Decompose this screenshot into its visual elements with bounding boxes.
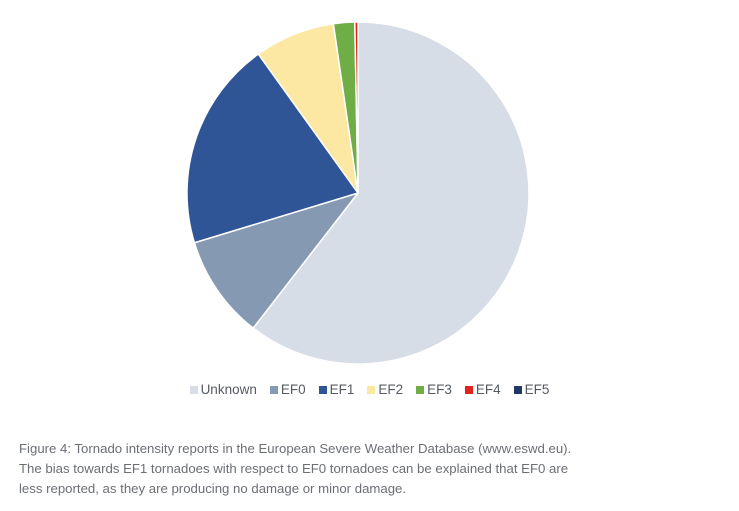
- legend-label-ef4: EF4: [475, 382, 501, 397]
- pie-slice-ef0: [193, 192, 359, 329]
- legend-item-ef2: EF2: [367, 382, 403, 397]
- legend-label-ef5: EF5: [524, 382, 550, 397]
- pie-slice-ef1: [186, 53, 359, 244]
- legend-label-unknown: Unknown: [200, 382, 257, 397]
- chart-legend: Unknown EF0 EF1 EF2 EF3 EF4 EF5: [0, 382, 739, 397]
- legend-item-ef0: EF0: [269, 382, 306, 397]
- legend-swatch-ef2: [367, 385, 376, 394]
- legend-swatch-ef0: [269, 385, 278, 394]
- legend-swatch-ef1: [318, 385, 327, 394]
- legend-swatch-ef5: [513, 385, 522, 394]
- caption-line-1: Figure 4: Tornado intensity reports in t…: [19, 441, 572, 456]
- legend-item-ef3: EF3: [416, 382, 452, 397]
- legend-item-ef5: EF5: [513, 382, 550, 397]
- pie-slice-ef4: [354, 21, 359, 194]
- figure-caption: Figure 4: Tornado intensity reports in t…: [19, 439, 719, 499]
- legend-item-unknown: Unknown: [189, 382, 257, 397]
- legend-item-ef1: EF1: [318, 382, 355, 397]
- pie-slices: [186, 21, 530, 365]
- legend-label-ef1: EF1: [329, 382, 355, 397]
- legend-item-ef4: EF4: [464, 382, 501, 397]
- legend-label-ef0: EF0: [280, 382, 306, 397]
- caption-line-3: less reported, as they are producing no …: [19, 481, 407, 496]
- caption-line-2: The bias towards EF1 tornadoes with resp…: [19, 461, 569, 476]
- legend-label-ef3: EF3: [427, 382, 452, 397]
- legend-swatch-unknown: [189, 385, 198, 394]
- legend-swatch-ef4: [464, 385, 473, 394]
- pie-chart: [186, 21, 530, 365]
- pie-slice-unknown: [252, 21, 530, 365]
- legend-label-ef2: EF2: [378, 382, 404, 397]
- legend-swatch-ef3: [416, 385, 425, 394]
